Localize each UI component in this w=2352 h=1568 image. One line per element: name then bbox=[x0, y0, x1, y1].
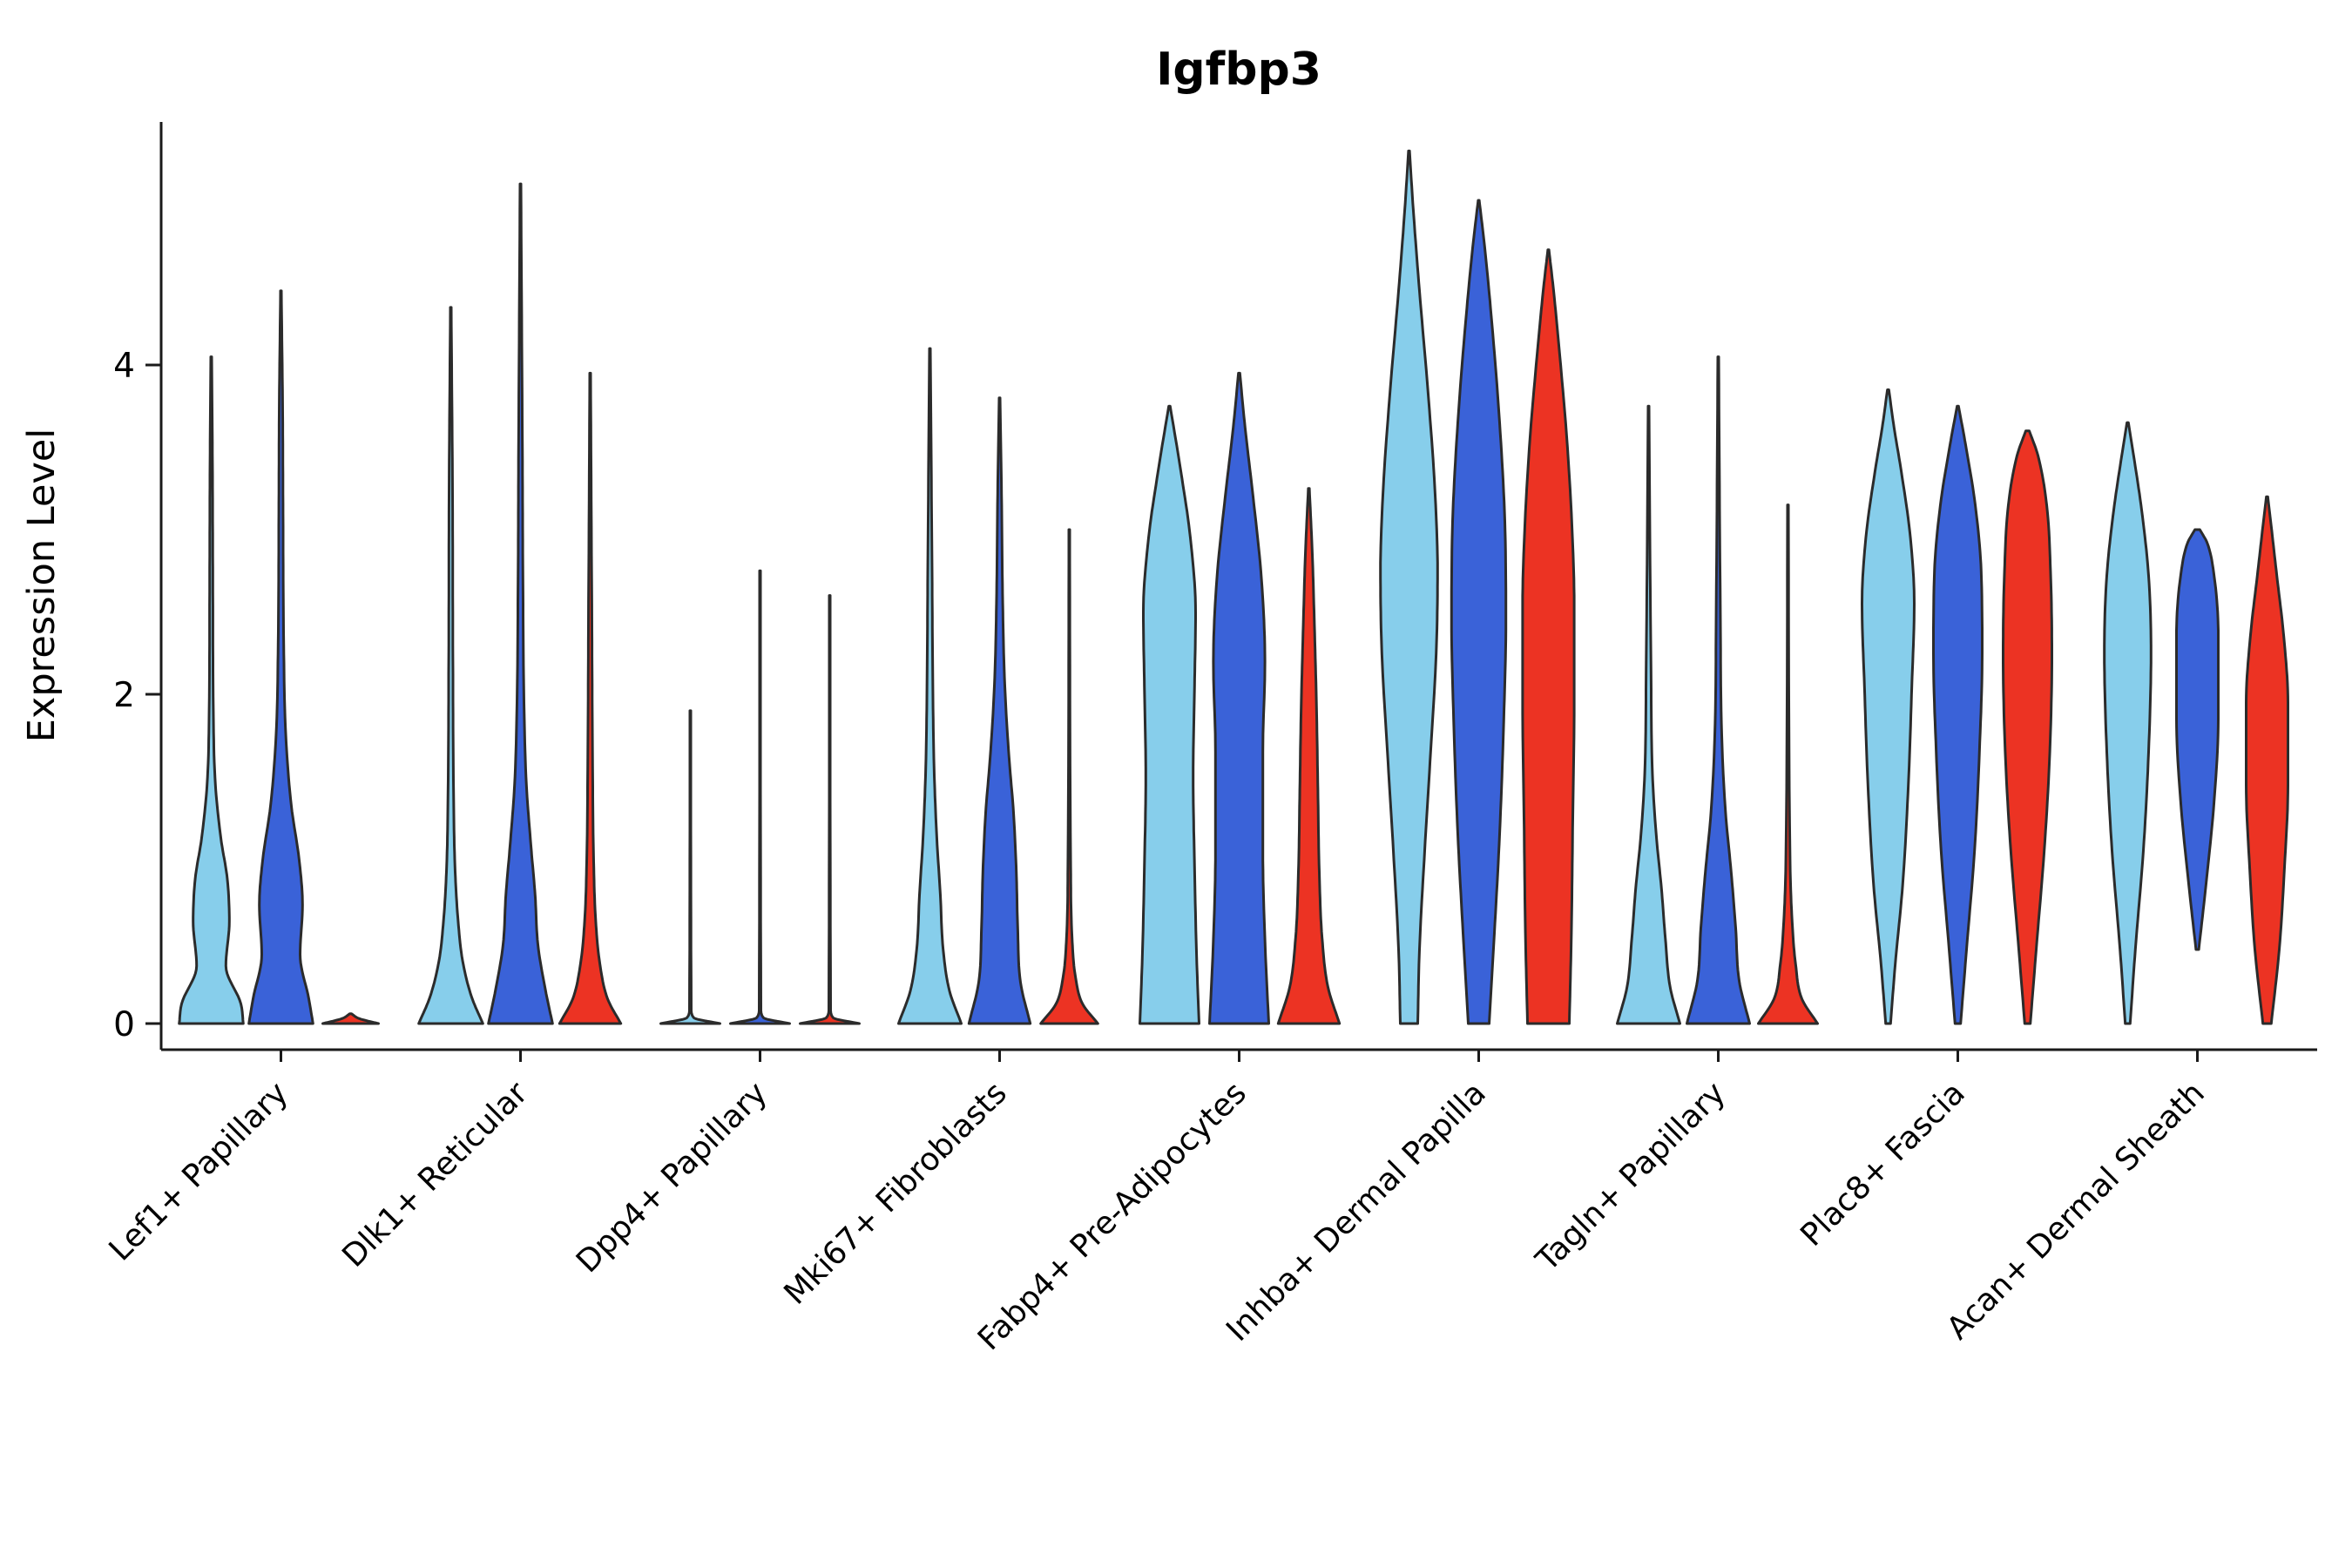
x-tick-label: Dpp4+ Papillary bbox=[570, 1075, 774, 1280]
x-tick-label: Mki67+ Fibroblasts bbox=[777, 1075, 1013, 1311]
y-tick-label: 4 bbox=[113, 347, 135, 386]
violin-7-2 bbox=[2002, 429, 2053, 1025]
violin-6-0 bbox=[1616, 404, 1681, 1025]
x-tick-label: Plac8+ Fascia bbox=[1794, 1075, 1971, 1253]
violin-8-1 bbox=[2175, 528, 2220, 951]
violin-5-1 bbox=[1450, 199, 1508, 1025]
x-tick-label: Inhba+ Dermal Papilla bbox=[1220, 1075, 1493, 1348]
violin-2-1 bbox=[729, 569, 791, 1025]
violin-7-1 bbox=[1932, 404, 1984, 1025]
violin-7-0 bbox=[1861, 388, 1916, 1025]
violin-3-1 bbox=[967, 396, 1032, 1025]
violin-2-0 bbox=[659, 709, 721, 1025]
violin-1-2 bbox=[558, 371, 623, 1025]
violin-6-1 bbox=[1686, 355, 1751, 1025]
violin-3-2 bbox=[1039, 528, 1099, 1025]
y-tick-label: 0 bbox=[113, 1005, 135, 1044]
violin-4-1 bbox=[1208, 371, 1270, 1025]
violin-4-0 bbox=[1139, 404, 1200, 1025]
violin-6-2 bbox=[1757, 504, 1819, 1025]
y-axis-title: Expression Level bbox=[20, 429, 64, 743]
x-tick-label: Fabp4+ Pre-Adipocytes bbox=[971, 1075, 1254, 1357]
violin-8-0 bbox=[2103, 421, 2153, 1025]
x-tick-label: Acan+ Dermal Sheath bbox=[1940, 1075, 2212, 1347]
violin-0-2 bbox=[321, 1012, 380, 1025]
violin-4-2 bbox=[1276, 487, 1342, 1025]
violin-0-0 bbox=[178, 355, 245, 1025]
chart-title: Igfbp3 bbox=[1156, 44, 1321, 96]
violin-1-0 bbox=[417, 306, 484, 1025]
violin-8-2 bbox=[2245, 495, 2289, 1025]
violin-5-0 bbox=[1379, 149, 1439, 1025]
violin-3-0 bbox=[897, 347, 963, 1025]
violin-2-2 bbox=[799, 594, 861, 1025]
violins bbox=[178, 149, 2289, 1025]
y-tick-label: 2 bbox=[113, 676, 135, 715]
axes bbox=[145, 122, 2317, 1062]
x-tick-label: Lef1+ Papillary bbox=[103, 1075, 295, 1267]
violin-5-2 bbox=[1521, 248, 1576, 1025]
x-tick-label: Dlk1+ Reticular bbox=[335, 1075, 535, 1274]
violin-1-1 bbox=[487, 182, 554, 1025]
x-tick-label: Tagln+ Papillary bbox=[1529, 1075, 1733, 1279]
violin-0-1 bbox=[247, 289, 314, 1025]
